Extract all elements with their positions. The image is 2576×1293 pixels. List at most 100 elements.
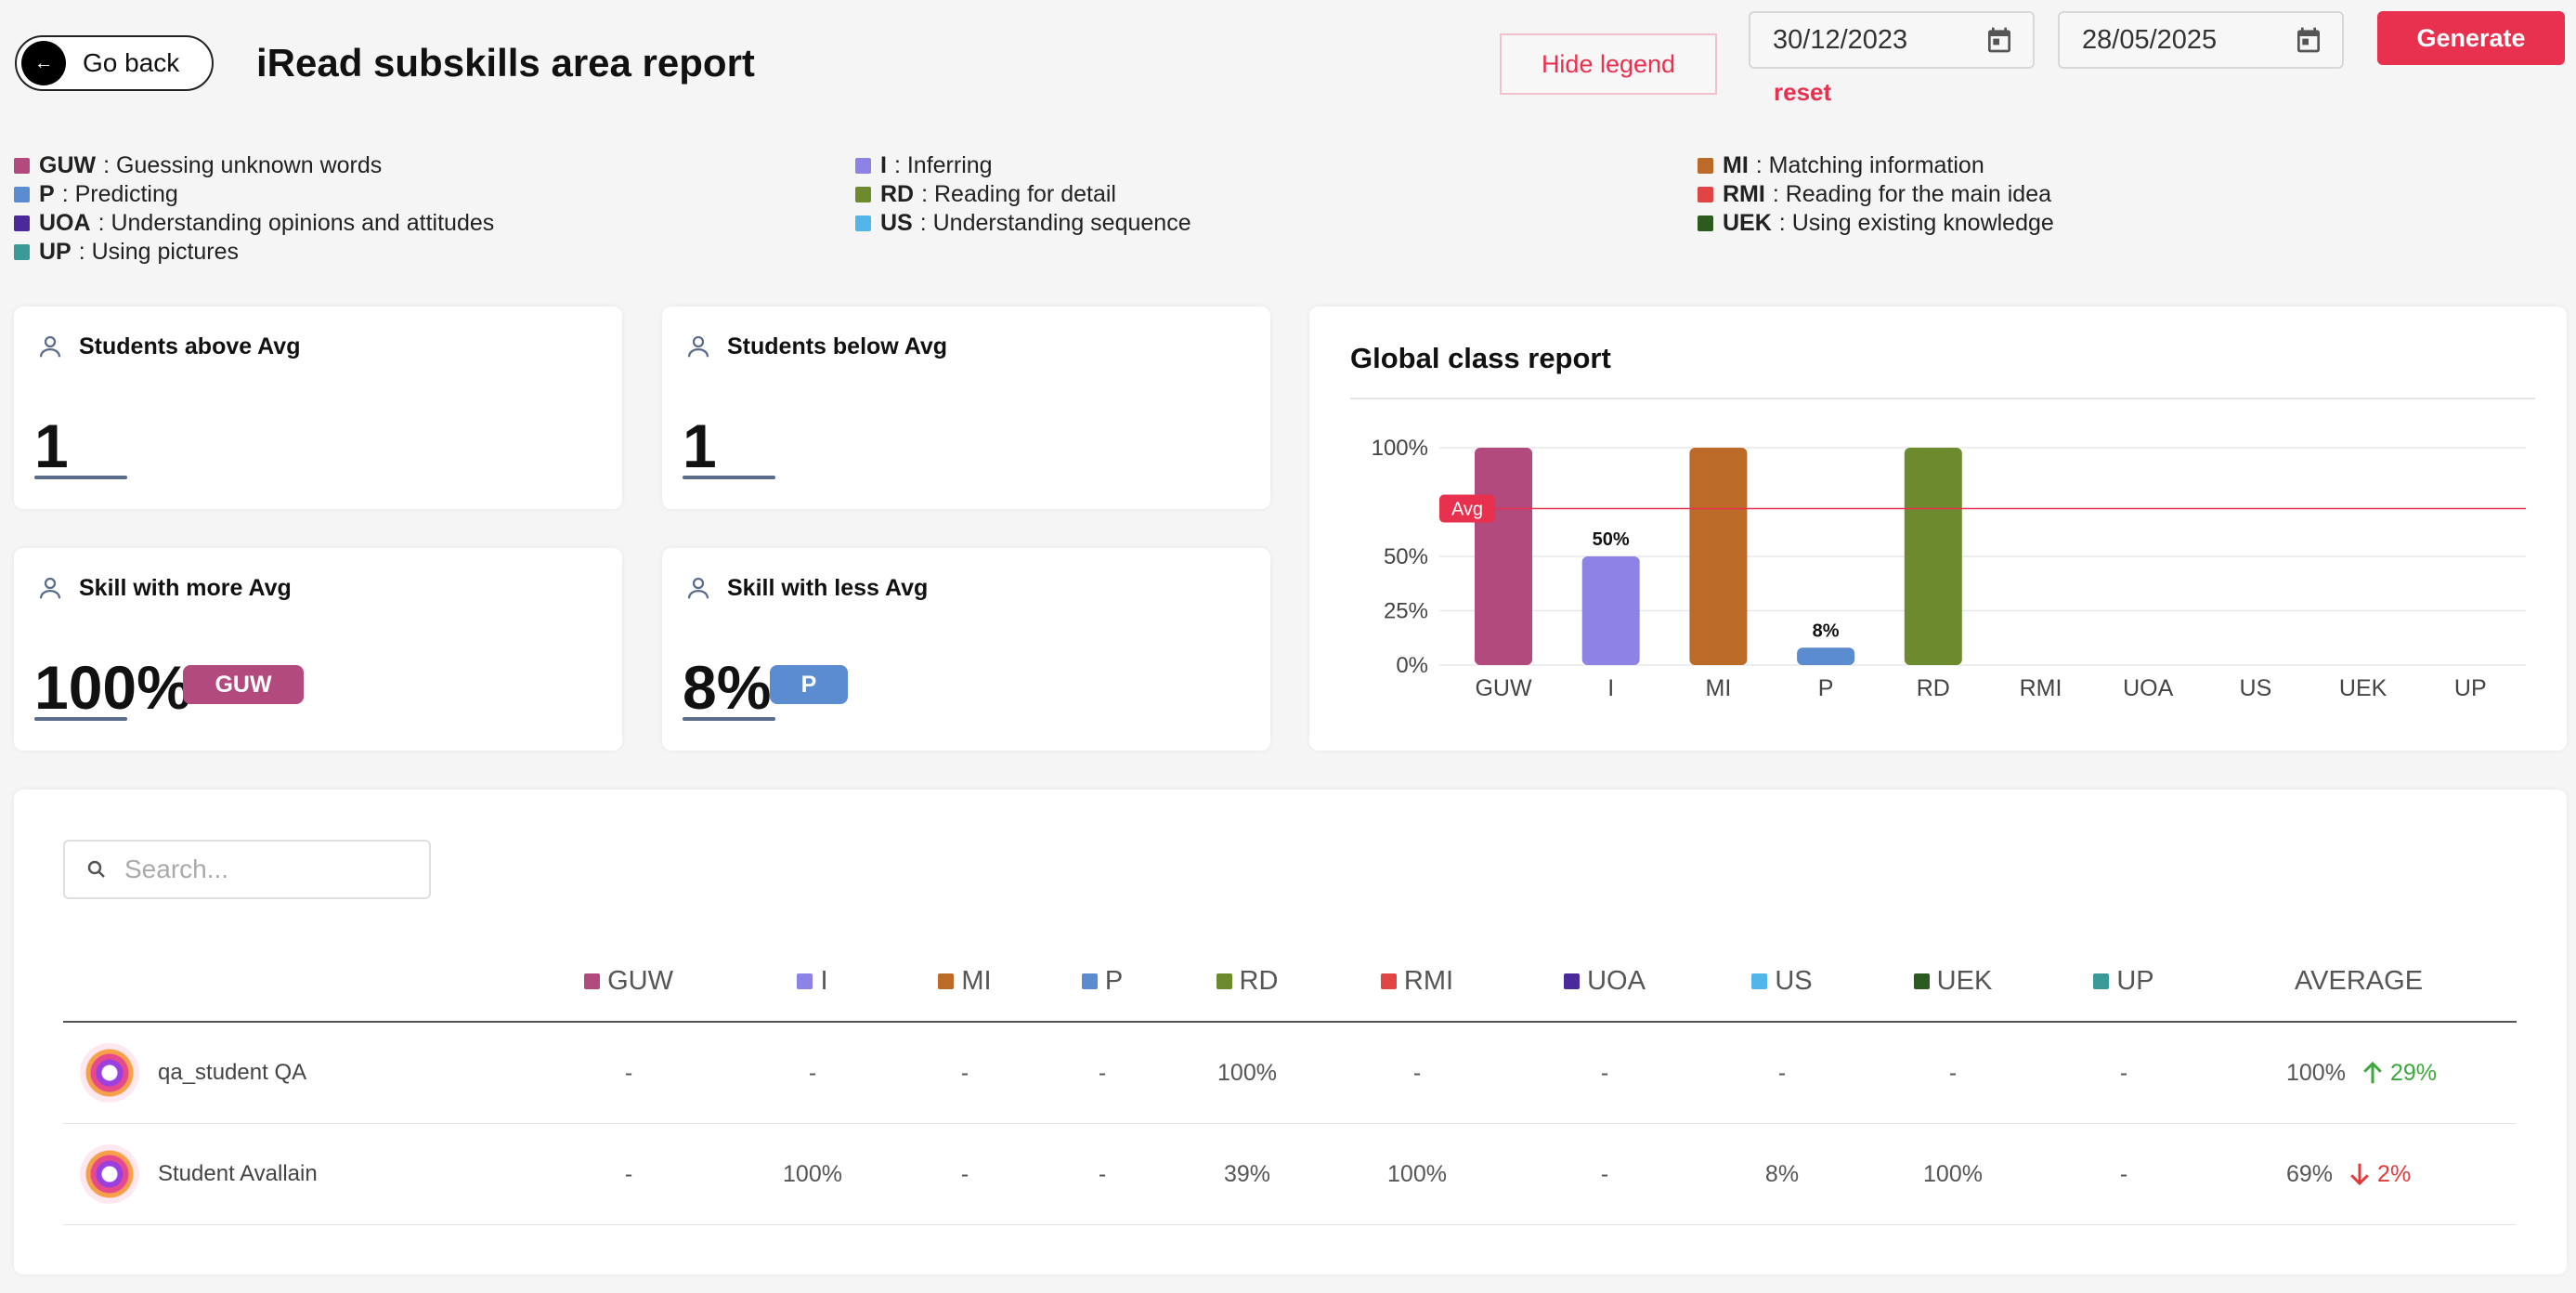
legend-label: : Matching information — [1755, 152, 1984, 178]
average-cell: 100% 29% — [2286, 1058, 2437, 1088]
legend-swatch — [1698, 158, 1713, 174]
bar-guw — [1475, 448, 1532, 665]
column-header-p: P — [1081, 966, 1123, 997]
table-cell: - — [2119, 1060, 2128, 1086]
legend-item: GUW: Guessing unknown words — [14, 151, 382, 180]
table-cell: - — [1600, 1161, 1609, 1187]
students-above-avg-card: Students above Avg 1 — [14, 307, 622, 509]
card-value: 100% — [34, 653, 191, 722]
calendar-icon[interactable] — [2294, 25, 2323, 55]
trend-value: 2% — [2377, 1160, 2412, 1187]
legend-swatch — [14, 244, 30, 260]
card-title: Students above Avg — [79, 333, 301, 359]
person-icon — [39, 577, 61, 599]
legend-label: : Reading for detail — [921, 181, 1116, 207]
average-value: 100% — [2286, 1059, 2346, 1086]
column-header-rmi: RMI — [1380, 966, 1454, 997]
y-tick-label: 0% — [1396, 653, 1428, 678]
reset-link[interactable]: reset — [1774, 78, 1832, 106]
legend-label: : Using existing knowledge — [1778, 210, 2054, 236]
arrow-left-icon: ← — [21, 41, 66, 85]
person-icon — [687, 335, 709, 358]
column-swatch — [1216, 973, 1232, 989]
legend-code: I — [880, 152, 887, 178]
calendar-icon[interactable] — [1984, 25, 2014, 55]
avatar — [80, 1043, 139, 1103]
legend-item: UP: Using pictures — [14, 238, 239, 267]
student-name: qa_student QA — [158, 1060, 307, 1085]
bar-mi — [1689, 448, 1748, 665]
card-value: 1 — [34, 411, 69, 480]
avatar — [80, 1144, 139, 1204]
legend-label: : Understanding sequence — [919, 210, 1191, 236]
avg-label: Avg — [1451, 500, 1483, 520]
legend-item: US: Understanding sequence — [855, 209, 1191, 238]
card-title: Skill with less Avg — [727, 574, 929, 601]
legend-label: : Reading for the main idea — [1772, 181, 2052, 207]
bar-p — [1797, 647, 1855, 665]
chart-title: Global class report — [1350, 342, 1611, 374]
search-input[interactable] — [123, 854, 405, 885]
x-tick-label: GUW — [1475, 675, 1532, 701]
column-header-guw: GUW — [584, 966, 673, 997]
table-cell: 8% — [1764, 1161, 1800, 1187]
date-to-field[interactable]: 28/05/2025 — [2058, 11, 2344, 69]
card-title: Skill with more Avg — [79, 574, 292, 601]
date-from-value: 30/12/2023 — [1773, 24, 1908, 55]
legend-item: MI: Matching information — [1698, 151, 1984, 180]
table-cell: - — [1948, 1060, 1958, 1086]
column-label: RMI — [1403, 966, 1454, 996]
global-class-report-card: Global class report 0% 25% 50% 100% GUW 50% I M… — [1309, 307, 2567, 751]
legend-swatch — [855, 158, 871, 174]
search-field[interactable] — [63, 840, 431, 899]
data-label: 8% — [1813, 620, 1840, 641]
table-cell: 100% — [1217, 1060, 1277, 1086]
legend-code: UOA — [39, 210, 91, 236]
legend-code: RMI — [1723, 181, 1765, 207]
table-cell: - — [1777, 1060, 1787, 1086]
x-tick-label: UP — [2454, 675, 2487, 701]
legend-code: US — [880, 210, 913, 236]
legend-item: P: Predicting — [14, 180, 178, 209]
skill-less-avg-card: Skill with less Avg 8% P — [662, 548, 1270, 751]
x-tick-label: UOA — [2123, 675, 2174, 701]
table-cell: 100% — [783, 1161, 842, 1187]
generate-button[interactable]: Generate — [2377, 11, 2565, 65]
go-back-label: Go back — [83, 48, 180, 77]
column-swatch — [797, 973, 813, 989]
card-title: Students below Avg — [727, 333, 948, 359]
column-label: US — [1775, 966, 1813, 996]
row-divider — [63, 1224, 2517, 1225]
column-label: MI — [961, 966, 992, 996]
data-label: 50% — [1593, 529, 1630, 550]
legend-code: RD — [880, 181, 915, 207]
column-header-mi: MI — [938, 966, 992, 997]
go-back-button[interactable]: ← Go back — [15, 35, 214, 91]
legend-swatch — [14, 158, 30, 174]
student-name: Student Avallain — [158, 1161, 318, 1186]
column-swatch — [1751, 973, 1768, 989]
table-cell: - — [1600, 1060, 1609, 1086]
date-from-field[interactable]: 30/12/2023 — [1749, 11, 2035, 69]
x-tick-label: P — [1818, 675, 1834, 701]
legend-label: : Inferring — [893, 152, 993, 178]
column-header-us: US — [1751, 966, 1813, 997]
table-cell: - — [1098, 1161, 1107, 1187]
y-tick-label: 50% — [1384, 544, 1428, 569]
legend-swatch — [1698, 216, 1713, 231]
value-underline — [34, 717, 127, 721]
legend-item: RD: Reading for detail — [855, 180, 1116, 209]
column-swatch — [1564, 973, 1581, 989]
column-header-uek: UEK — [1913, 966, 1992, 997]
legend-swatch — [1698, 187, 1713, 202]
column-header-i: I — [797, 966, 828, 997]
legend-code: UEK — [1723, 210, 1772, 236]
table-cell: - — [960, 1060, 969, 1086]
table-cell: - — [960, 1161, 969, 1187]
table-cell: 39% — [1223, 1161, 1271, 1187]
column-swatch — [584, 973, 601, 989]
divider — [1350, 398, 2535, 399]
column-swatch — [2093, 973, 2110, 989]
hide-legend-button[interactable]: Hide legend — [1500, 33, 1717, 95]
column-label: UP — [2116, 966, 2154, 996]
